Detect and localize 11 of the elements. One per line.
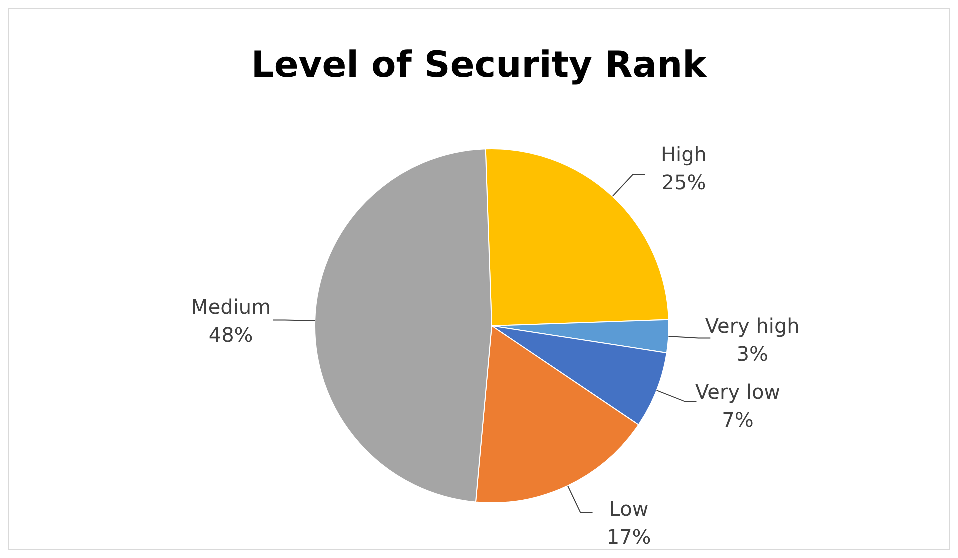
slice-label: High bbox=[661, 142, 707, 166]
slice-label: Very high bbox=[705, 314, 800, 338]
data-label: 48% bbox=[208, 322, 254, 347]
slice-label: Very low bbox=[696, 380, 781, 404]
data-label: 17% bbox=[606, 525, 652, 550]
chart-title: Level of Security Rank bbox=[250, 45, 708, 88]
data-label: 7% bbox=[722, 408, 754, 432]
slice-label: Low bbox=[609, 497, 649, 522]
data-label: 3% bbox=[736, 342, 768, 366]
slice-label: Medium bbox=[191, 294, 272, 319]
data-label: 25% bbox=[662, 170, 706, 194]
